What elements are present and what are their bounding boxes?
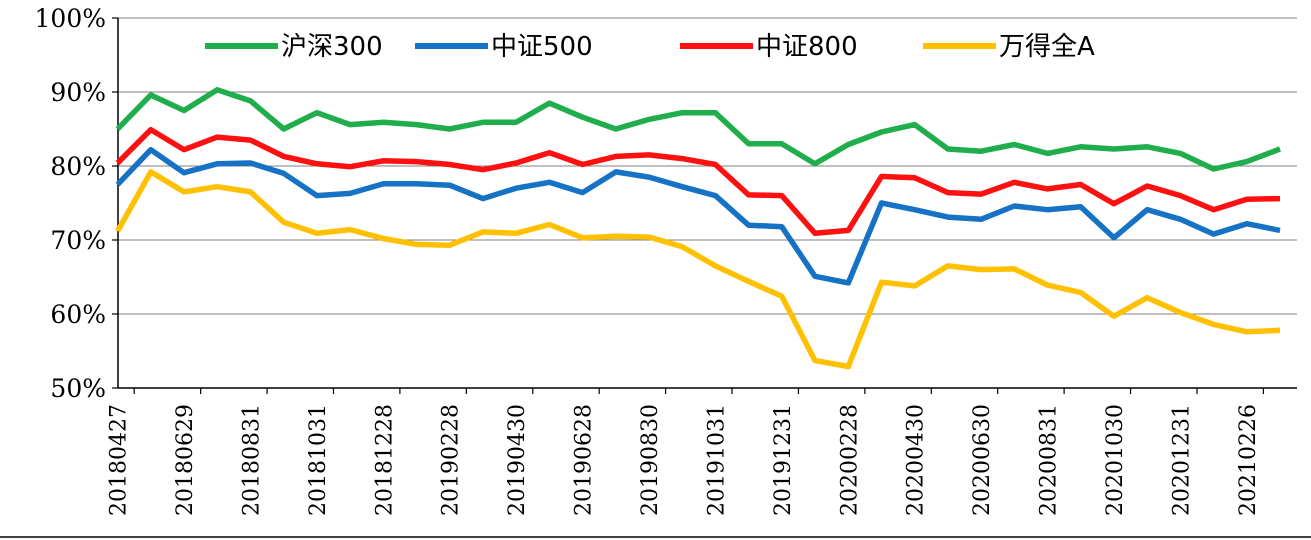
legend-label: 沪深300 bbox=[281, 32, 383, 62]
y-tick-labels: 50% 60% 70% 80% 90% 100% bbox=[35, 4, 106, 403]
legend-label: 万得全A bbox=[999, 32, 1095, 62]
series-line-1 bbox=[115, 87, 1281, 172]
legend-label: 中证500 bbox=[491, 32, 593, 62]
series-line-2 bbox=[115, 146, 1281, 286]
x-tick-label: 20180831 bbox=[239, 404, 264, 516]
legend: 沪深300 中证500 中证800 万得全A bbox=[205, 32, 1095, 62]
x-tick-label: 20181228 bbox=[372, 404, 397, 516]
x-tick-label: 20210226 bbox=[1236, 404, 1261, 516]
x-tick-label: 20200630 bbox=[970, 404, 995, 516]
x-tick-label: 20190628 bbox=[572, 404, 597, 516]
x-tick-label: 20190430 bbox=[505, 404, 530, 516]
axes bbox=[0, 17, 1311, 538]
series-lines bbox=[115, 87, 1281, 370]
x-tick-label: 20191231 bbox=[771, 404, 796, 516]
gridlines bbox=[118, 17, 1297, 315]
y-tick-label: 80% bbox=[50, 152, 106, 181]
x-tick-label: 20180629 bbox=[173, 404, 198, 516]
series-line-3 bbox=[115, 126, 1281, 237]
legend-label: 中证800 bbox=[756, 32, 858, 62]
x-tick-label: 20190830 bbox=[638, 404, 663, 516]
y-tick-label: 90% bbox=[50, 78, 106, 107]
series-line-4 bbox=[115, 169, 1281, 370]
x-tick-label: 20190228 bbox=[439, 404, 464, 516]
x-tick-label: 20200831 bbox=[1037, 404, 1062, 516]
x-tick-label: 20201030 bbox=[1103, 404, 1128, 516]
y-tick-label: 60% bbox=[50, 300, 106, 329]
x-tick-label: 20191031 bbox=[704, 404, 729, 516]
y-tick-label: 70% bbox=[50, 226, 106, 255]
y-tick-label: 100% bbox=[35, 4, 106, 33]
x-tick-label: 20180427 bbox=[107, 404, 132, 516]
x-tick-label: 20200228 bbox=[837, 404, 862, 516]
x-tick-label: 20181031 bbox=[306, 404, 331, 516]
y-tick-label: 50% bbox=[50, 374, 106, 403]
x-tick-label: 20201231 bbox=[1169, 404, 1194, 516]
x-tick-label: 20200430 bbox=[904, 404, 929, 516]
x-tick-labels: 20180427 20180629 20180831 20181031 20181228… bbox=[107, 404, 1261, 516]
